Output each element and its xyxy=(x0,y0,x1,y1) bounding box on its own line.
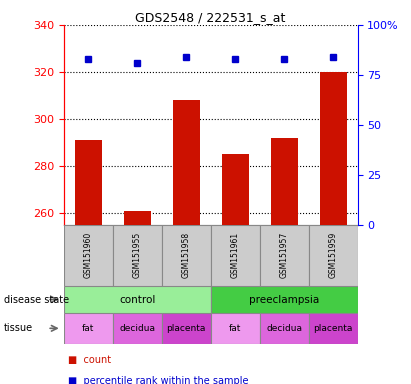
Bar xyxy=(173,100,200,225)
Text: fat: fat xyxy=(82,324,95,333)
Text: GSM151958: GSM151958 xyxy=(182,232,191,278)
Bar xyxy=(113,313,162,344)
Text: tissue: tissue xyxy=(4,323,33,333)
Bar xyxy=(309,225,358,286)
Bar xyxy=(64,225,113,286)
Text: ■  percentile rank within the sample: ■ percentile rank within the sample xyxy=(68,376,248,384)
Bar xyxy=(260,225,309,286)
Bar xyxy=(320,72,346,225)
Bar xyxy=(210,286,358,313)
Text: ■  count: ■ count xyxy=(68,355,111,365)
Bar xyxy=(309,313,358,344)
Bar xyxy=(64,286,210,313)
Bar xyxy=(210,313,260,344)
Bar xyxy=(75,140,102,225)
Title: GDS2548 / 222531_s_at: GDS2548 / 222531_s_at xyxy=(136,11,286,24)
Bar xyxy=(124,210,151,225)
Text: control: control xyxy=(119,295,155,305)
Bar xyxy=(162,313,211,344)
Bar xyxy=(270,138,298,225)
Text: preeclampsia: preeclampsia xyxy=(249,295,319,305)
Text: fat: fat xyxy=(229,324,241,333)
Text: decidua: decidua xyxy=(119,324,155,333)
Text: GSM151961: GSM151961 xyxy=(231,232,240,278)
Bar xyxy=(260,313,309,344)
Text: GSM151955: GSM151955 xyxy=(133,232,142,278)
Text: placenta: placenta xyxy=(314,324,353,333)
Bar xyxy=(64,313,113,344)
Text: disease state: disease state xyxy=(4,295,69,305)
Text: GSM151960: GSM151960 xyxy=(84,232,93,278)
Bar xyxy=(222,154,249,225)
Bar xyxy=(210,225,260,286)
Text: decidua: decidua xyxy=(266,324,302,333)
Bar xyxy=(162,225,211,286)
Bar xyxy=(113,225,162,286)
Text: GSM151957: GSM151957 xyxy=(279,232,289,278)
Text: placenta: placenta xyxy=(166,324,206,333)
Text: GSM151959: GSM151959 xyxy=(328,232,337,278)
